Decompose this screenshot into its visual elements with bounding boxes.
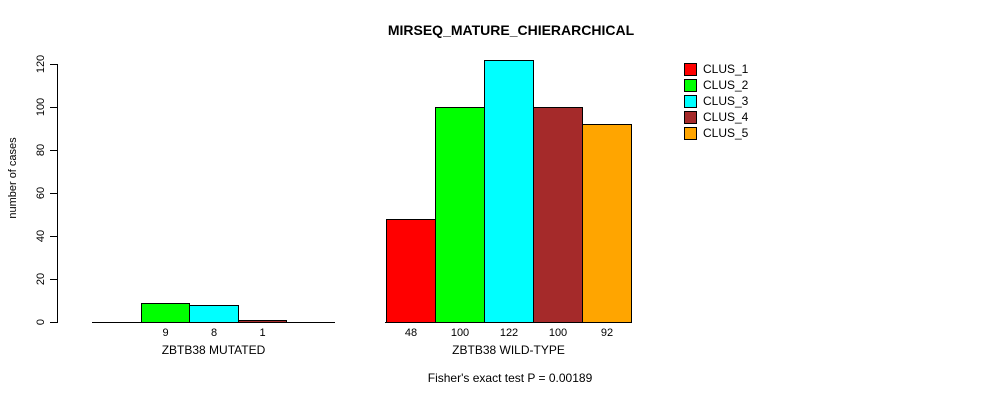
- bar-clus_4: [533, 107, 583, 323]
- legend-item: CLUS_3: [684, 93, 748, 109]
- y-tick-label: 20: [35, 272, 47, 286]
- legend-item: CLUS_5: [684, 125, 748, 141]
- y-tick-label: 40: [35, 229, 47, 243]
- legend-item: CLUS_1: [684, 61, 748, 77]
- chart-title: MIRSEQ_MATURE_CHIERARCHICAL: [387, 22, 635, 38]
- legend-color-swatch: [684, 94, 697, 108]
- y-axis-tick: [50, 193, 57, 194]
- legend-item-label: CLUS_2: [703, 77, 749, 92]
- y-tick-label: 80: [35, 143, 47, 157]
- legend: CLUS_1 CLUS_2 CLUS_3 CLUS_4 CLUS_5: [684, 61, 748, 141]
- bar-value-label: 92: [600, 327, 614, 339]
- y-axis-spine: [57, 64, 58, 323]
- bar-value-label: 9: [162, 327, 169, 339]
- y-axis-tick: [50, 64, 57, 65]
- legend-item-label: CLUS_1: [703, 61, 749, 76]
- x-axis-group-label-wild-type: ZBTB38 WILD-TYPE: [452, 343, 565, 357]
- legend-color-swatch: [684, 78, 697, 92]
- legend-item: CLUS_2: [684, 77, 748, 93]
- legend-color-swatch: [684, 110, 697, 124]
- bar-clus_3: [189, 305, 239, 323]
- bar-value-label: 8: [210, 327, 218, 339]
- legend-color-swatch: [684, 126, 697, 140]
- legend-item: CLUS_4: [684, 109, 748, 125]
- y-axis-label: number of cases: [7, 137, 19, 219]
- legend-item-label: CLUS_3: [703, 93, 749, 108]
- y-axis-tick: [50, 236, 57, 237]
- y-axis-tick: [50, 322, 57, 323]
- legend-item-label: CLUS_5: [703, 125, 749, 140]
- y-axis-tick: [50, 279, 57, 280]
- bar-clus_1: [386, 219, 436, 323]
- bar-value-label: 122: [499, 327, 519, 339]
- x-axis-group-label-mutated: ZBTB38 MUTATED: [161, 343, 266, 357]
- legend-color-swatch: [684, 62, 697, 76]
- bar-clus_2: [141, 303, 190, 323]
- bar-value-label: 100: [548, 327, 568, 339]
- bar-clus_2: [435, 107, 485, 323]
- bar-value-label: 100: [450, 327, 470, 339]
- y-axis-tick: [50, 150, 57, 151]
- bar-clus_4: [238, 320, 287, 323]
- y-tick-label: 60: [35, 186, 47, 200]
- y-axis-tick: [50, 107, 57, 108]
- bar-clus_3: [484, 60, 534, 323]
- bar-value-label: 48: [404, 327, 418, 339]
- footnote: Fisher's exact test P = 0.00189: [427, 371, 593, 385]
- bar-clus_5: [582, 124, 632, 323]
- y-tick-label: 100: [35, 97, 47, 117]
- y-tick-label: 120: [35, 54, 47, 74]
- y-tick-label: 0: [35, 318, 47, 326]
- legend-item-label: CLUS_4: [703, 109, 749, 124]
- bar-value-label: 1: [259, 327, 266, 339]
